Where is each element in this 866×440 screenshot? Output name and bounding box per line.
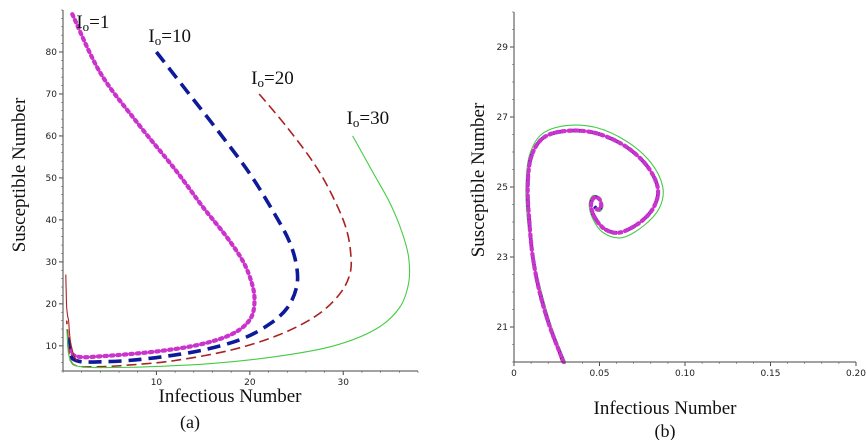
panel-a-annotation-io-20: Io=20 [251,68,294,90]
panel-a-y-tick-label: 70 [46,90,58,100]
panel-a-y-tick-label: 60 [46,132,58,142]
panel-b-x-tick-label: 0.05 [589,369,609,379]
panel-a-series-early-transient [65,274,78,361]
panel-b-series-blue [525,128,660,363]
panel-b-x-tick-label: 0.15 [760,369,780,379]
panel-b-series-magenta [525,128,661,365]
panel-b-y-tick-label: 21 [497,323,508,333]
panel-a-series-io-10 [66,50,300,364]
panel-b-x-tick-label: 0 [511,369,517,379]
panel-a-y-tick-label: 20 [46,300,58,310]
panel-a-y-axis-label: Susceptible Number [9,97,30,252]
panel-a-y-tick-label: 80 [46,48,58,58]
panel-a-x-tick-label: 30 [338,378,350,388]
panel-b-x-axis-label: Infectious Number [594,398,738,419]
panel-b-y-tick-label: 25 [497,183,508,193]
panel-b-series-group [525,124,664,365]
panel-a-series-io-20 [65,93,353,368]
panel-a-series-group [65,12,411,369]
panel-a-y-tick-label: 50 [46,174,58,184]
panel-a-y-tick-label: 30 [46,258,58,268]
panel-a-x-tick-label: 20 [244,378,256,388]
panel-b-y-tick-label: 29 [497,43,509,53]
panel-a-x-axis-label: Infectious Number [159,386,303,407]
panel-a-y-tick-label: 40 [46,216,58,226]
panel-b-y-axis-label: Susceptible Number [468,102,489,257]
panel-b-y-tick-label: 23 [497,253,508,263]
panel-b-x-tick-label: 0.20 [846,369,866,379]
panel-a-series-io-30 [66,135,411,369]
panel-b-x-tick-label: 0.10 [675,369,695,379]
panel-b-series-red [526,129,659,363]
panel-a-label: (a) [180,412,200,433]
panel-a-series-io-1 [67,12,257,360]
chart-panel-b: 21 23 25 27 29 0 0.05 0.10 0.15 0.20 Infectious N… [468,11,866,440]
panel-b-ticks: 21 23 25 27 29 0 0.05 0.10 0.15 0.20 [497,11,866,379]
panel-a-x-tick-label: 10 [151,378,163,388]
panel-b-label: (b) [655,421,676,440]
panel-a-ticks: 10 20 30 40 50 60 70 80 10 20 30 [46,9,419,388]
panel-a-annotations: Io=1 Io=10 Io=20 Io=30 [76,12,389,130]
panel-a-annotation-io-10: Io=10 [148,26,191,48]
panel-a-annotation-io-30: Io=30 [347,108,390,130]
panel-a-y-tick-label: 10 [46,342,58,352]
panel-a-annotation-io-1: Io=1 [76,12,109,34]
panel-b-y-tick-label: 27 [497,113,508,123]
